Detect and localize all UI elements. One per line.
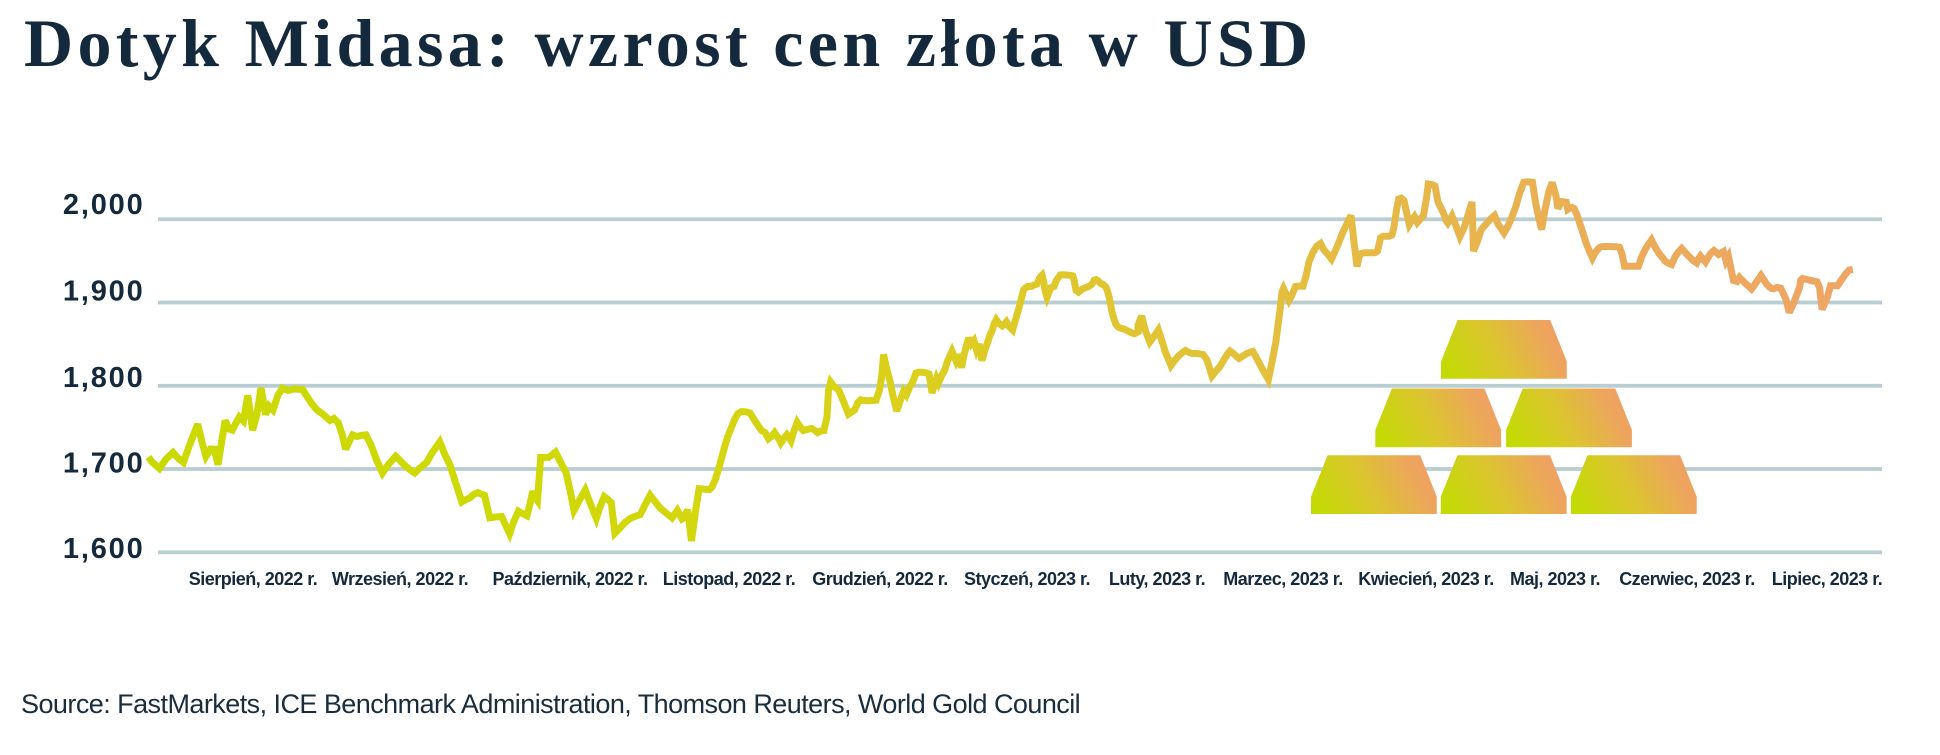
svg-text:Marzec, 2023 r.: Marzec, 2023 r.	[1223, 569, 1343, 589]
svg-text:Lipiec, 2023 r.: Lipiec, 2023 r.	[1772, 569, 1883, 589]
svg-text:Czerwiec, 2023 r.: Czerwiec, 2023 r.	[1619, 569, 1755, 589]
svg-text:Styczeń, 2023 r.: Styczeń, 2023 r.	[964, 569, 1090, 589]
svg-text:1,900: 1,900	[63, 275, 145, 307]
svg-text:2,000: 2,000	[63, 189, 145, 221]
svg-text:Maj, 2023 r.: Maj, 2023 r.	[1510, 569, 1600, 589]
svg-text:Kwiecień, 2023 r.: Kwiecień, 2023 r.	[1358, 569, 1494, 589]
svg-text:Grudzień, 2022 r.: Grudzień, 2022 r.	[812, 569, 948, 589]
svg-text:1,600: 1,600	[63, 533, 145, 565]
svg-text:Październik, 2022 r.: Październik, 2022 r.	[492, 569, 647, 589]
svg-text:Wrzesień, 2022 r.: Wrzesień, 2022 r.	[332, 569, 468, 589]
svg-text:1,700: 1,700	[63, 447, 145, 479]
svg-text:Luty, 2023 r.: Luty, 2023 r.	[1109, 569, 1205, 589]
svg-text:1,800: 1,800	[63, 362, 145, 394]
svg-text:Sierpień, 2022 r.: Sierpień, 2022 r.	[189, 569, 318, 589]
svg-text:Listopad, 2022 r.: Listopad, 2022 r.	[663, 569, 796, 589]
